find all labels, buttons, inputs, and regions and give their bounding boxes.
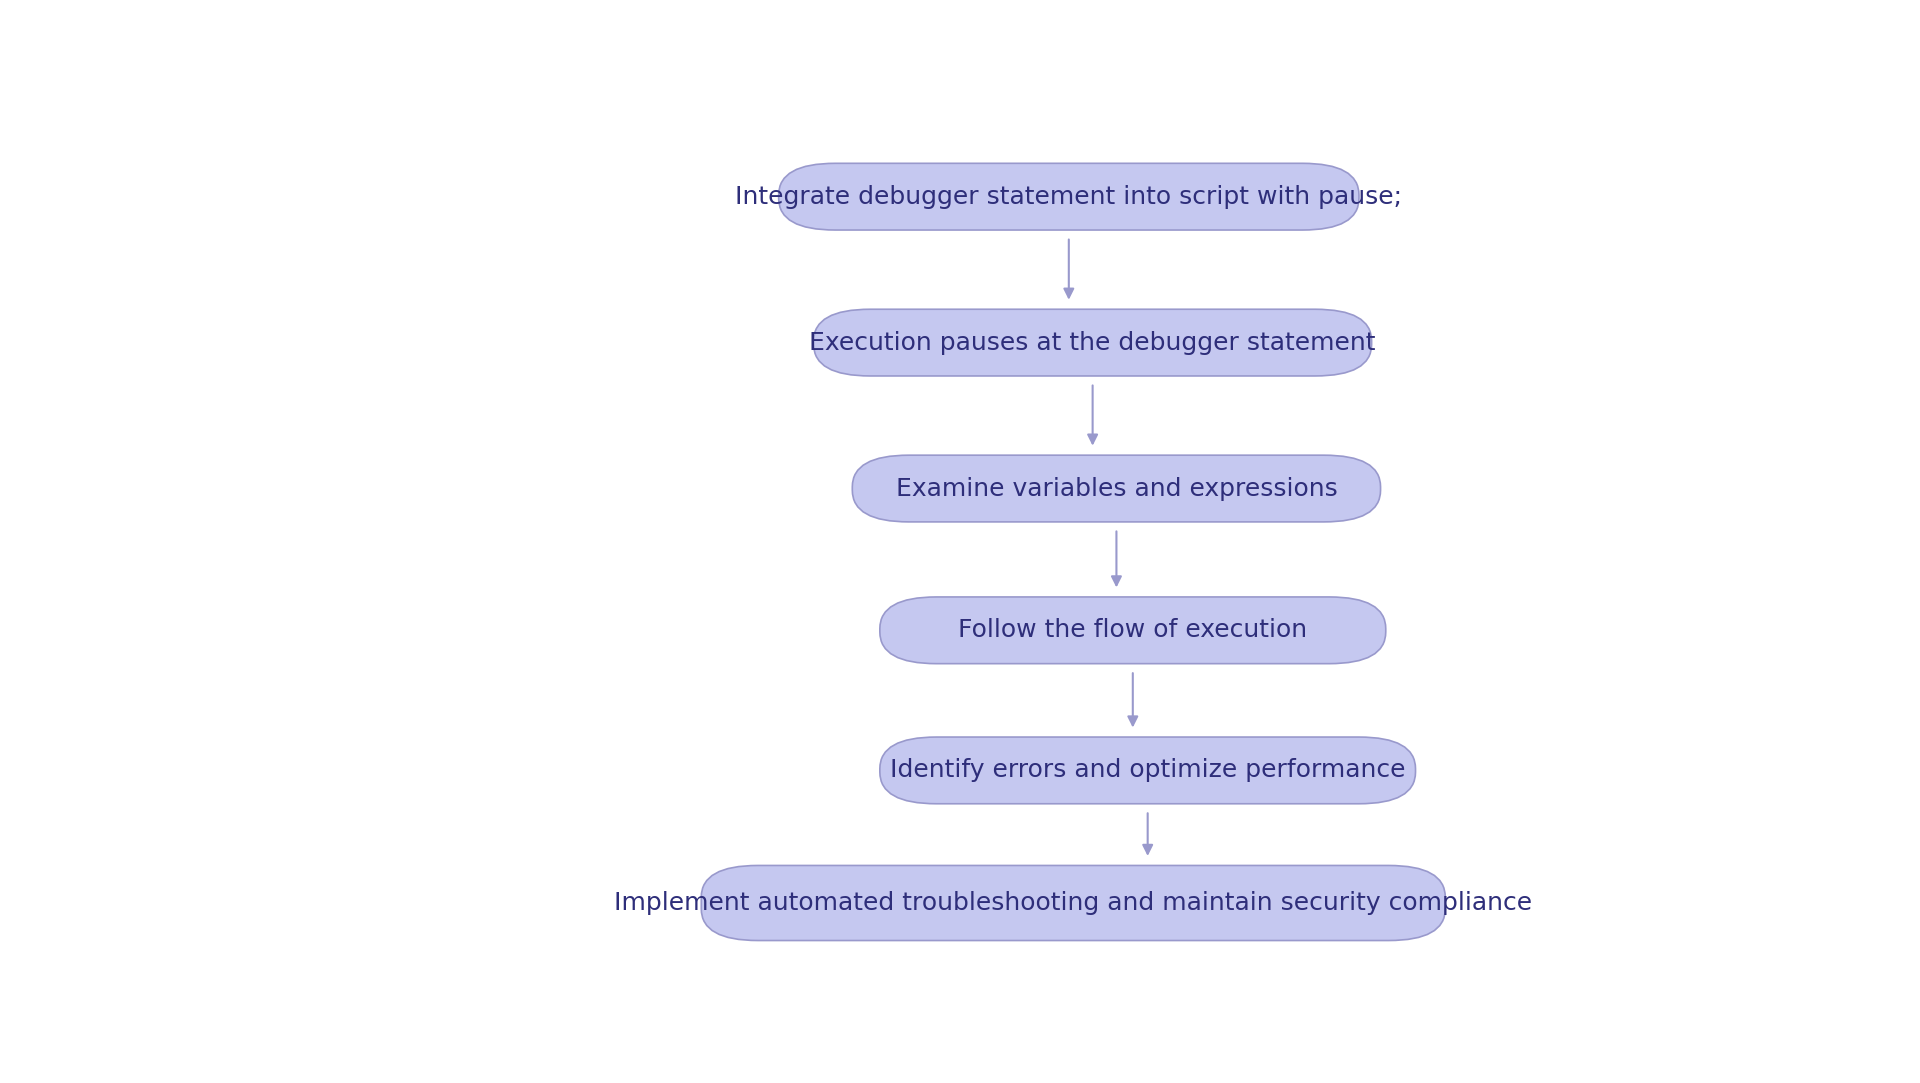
Text: Execution pauses at the debugger statement: Execution pauses at the debugger stateme… (810, 330, 1377, 354)
Text: Examine variables and expressions: Examine variables and expressions (895, 477, 1338, 500)
Text: Integrate debugger statement into script with pause;: Integrate debugger statement into script… (735, 185, 1402, 209)
FancyBboxPatch shape (879, 738, 1415, 804)
FancyBboxPatch shape (852, 455, 1380, 522)
FancyBboxPatch shape (814, 310, 1371, 376)
Text: Follow the flow of execution: Follow the flow of execution (958, 618, 1308, 642)
FancyBboxPatch shape (780, 164, 1359, 230)
Text: Identify errors and optimize performance: Identify errors and optimize performance (891, 758, 1405, 782)
Text: Implement automated troubleshooting and maintain security compliance: Implement automated troubleshooting and … (614, 891, 1532, 915)
FancyBboxPatch shape (879, 597, 1386, 664)
FancyBboxPatch shape (701, 865, 1446, 940)
